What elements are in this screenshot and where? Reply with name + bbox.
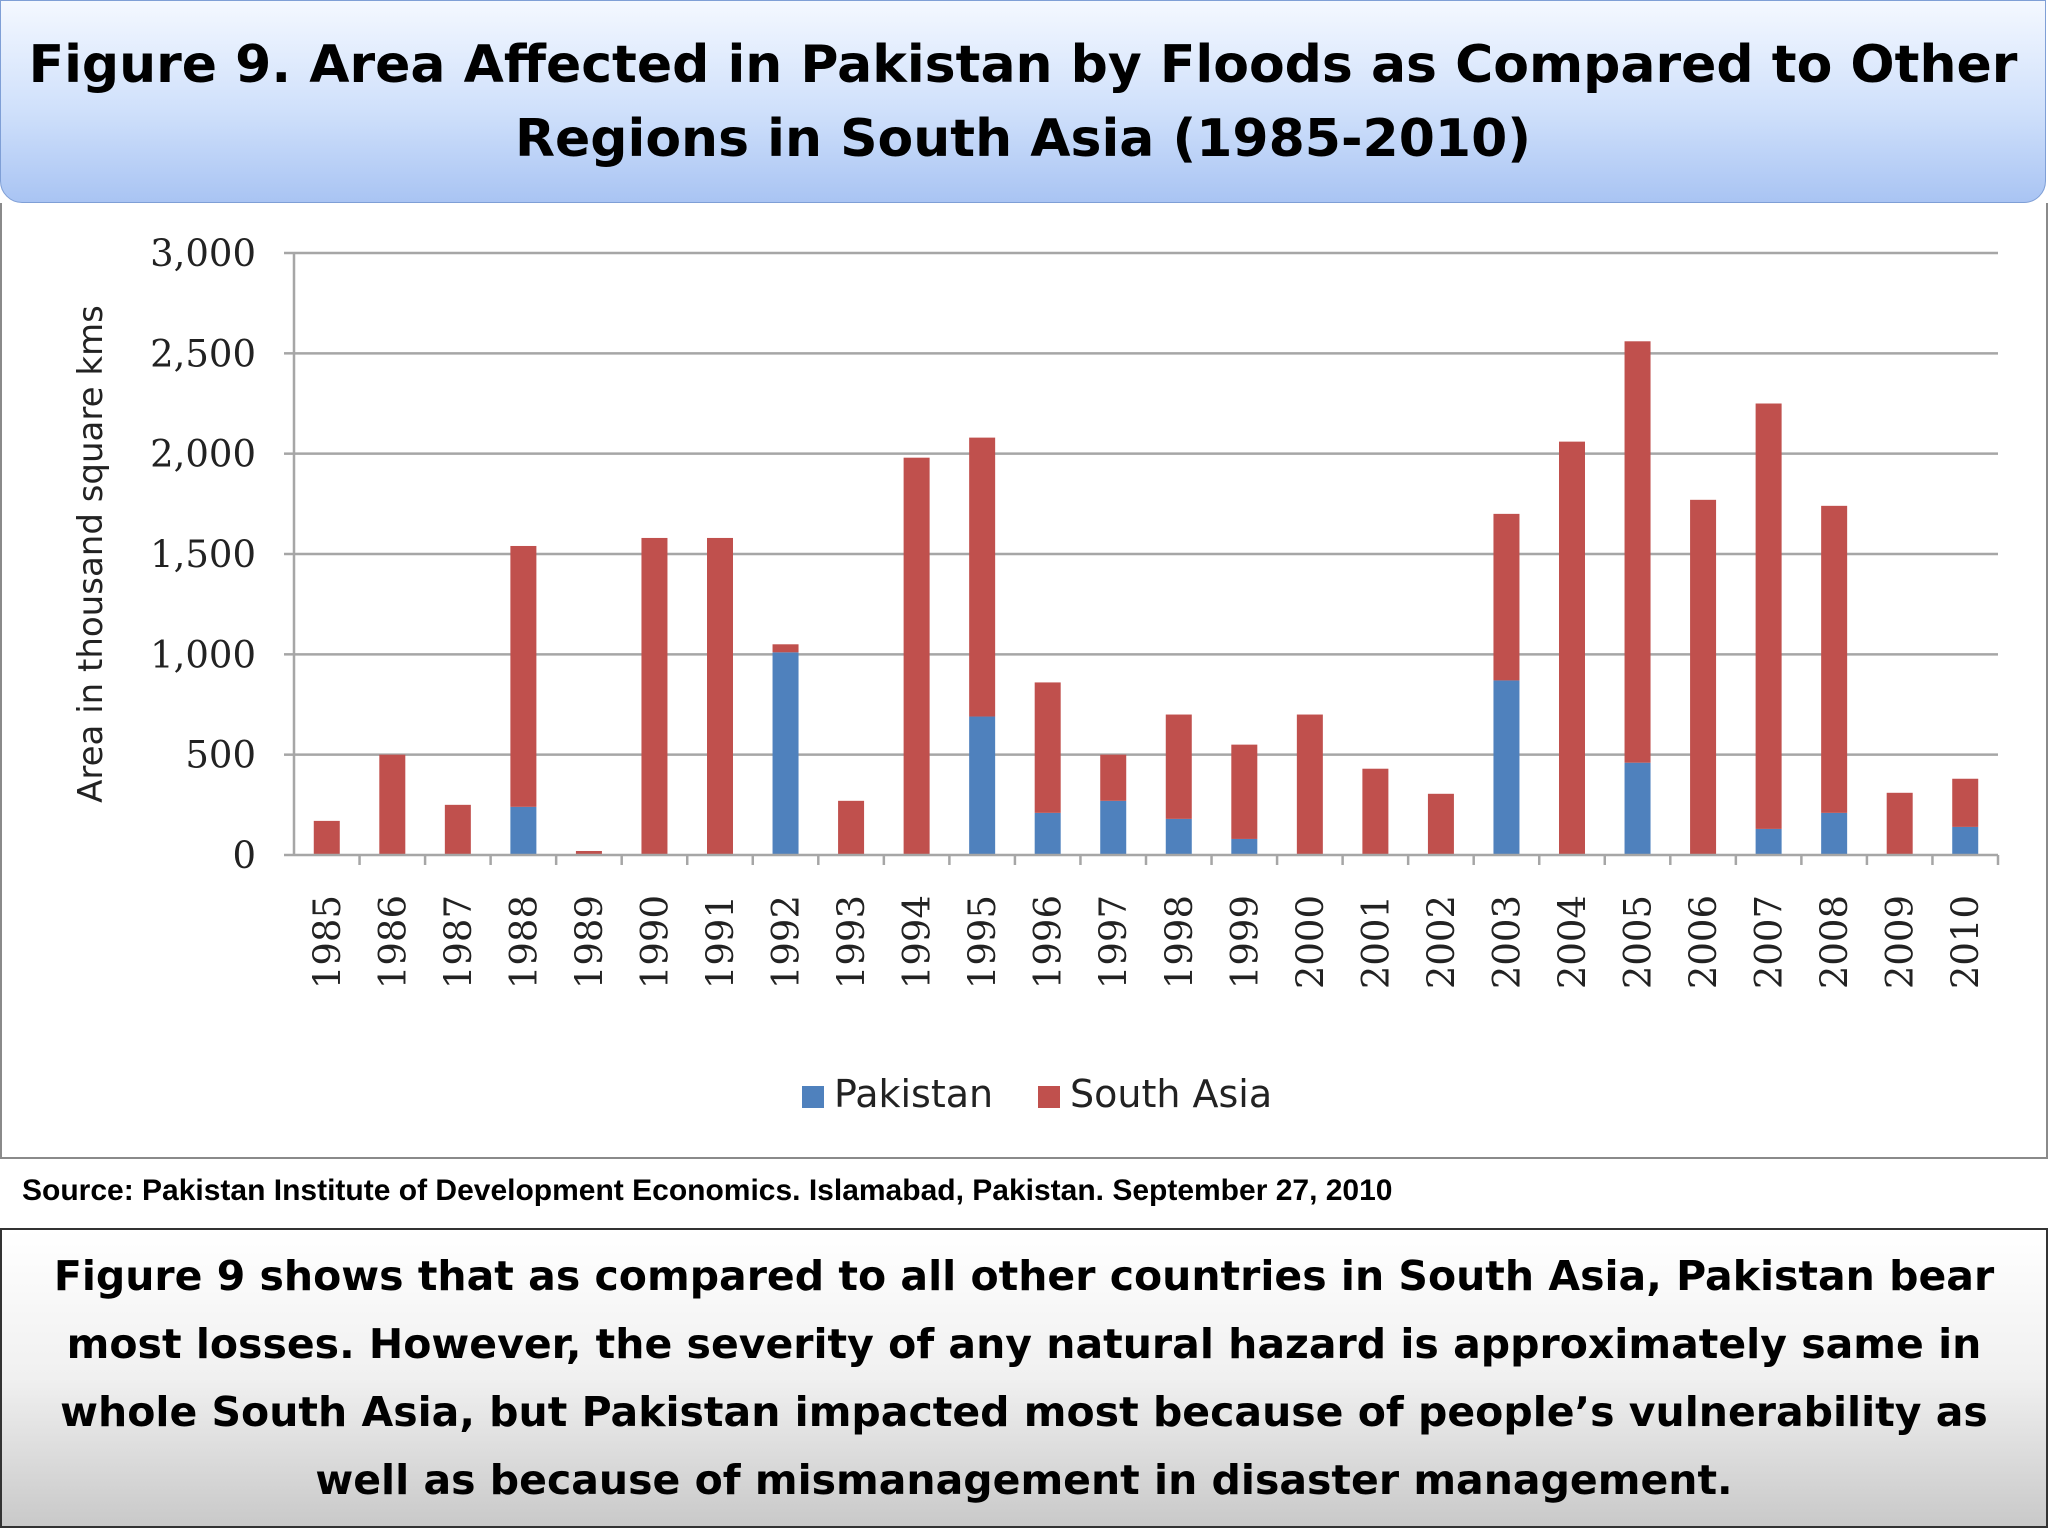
x-tick-label-2003: 2003 [1485,895,1528,989]
bar-pakistan-1992 [772,652,799,855]
legend-swatch-pakistan [802,1086,824,1108]
y-tick-label: 1,500 [150,533,256,576]
x-tick-label-2001: 2001 [1354,895,1397,989]
x-tick-label-1999: 1999 [1223,895,1266,989]
bar-south-asia-2005 [1624,341,1651,763]
x-tick-label-1989: 1989 [568,895,611,989]
bar-south-asia-1990 [641,537,668,855]
x-tick-label-1990: 1990 [633,895,676,989]
x-tick-label-2004: 2004 [1551,895,1594,989]
bar-south-asia-2008 [1821,505,1848,813]
x-tick-label-1988: 1988 [502,895,545,989]
bar-south-asia-2000 [1296,714,1323,855]
bar-south-asia-1986 [379,754,406,855]
bar-south-asia-2001 [1362,768,1389,855]
bar-south-asia-1989 [575,850,602,855]
y-tick-label: 1,000 [150,633,256,676]
bar-south-asia-1995 [969,437,996,717]
bar-south-asia-1996 [1034,682,1061,813]
bar-pakistan-2007 [1755,828,1782,855]
y-tick-label: 2,000 [150,433,256,476]
y-tick-label: 500 [185,734,256,777]
x-tick-label-2000: 2000 [1289,895,1332,989]
bar-pakistan-2005 [1624,762,1651,855]
caption-box: Figure 9 shows that as compared to all o… [0,1228,2048,1528]
x-tick-label-1993: 1993 [830,895,873,989]
x-tick-label-1997: 1997 [1092,895,1135,989]
caption-text: Figure 9 shows that as compared to all o… [53,1252,1995,1504]
x-tick-label-1995: 1995 [961,895,1004,989]
bar-south-asia-1998 [1165,714,1192,819]
bar-south-asia-2002 [1427,793,1454,855]
bar-pakistan-1988 [510,806,537,855]
bar-south-asia-1993 [838,800,865,855]
x-tick-label-1996: 1996 [1027,895,1070,989]
bar-south-asia-1985 [313,820,340,855]
bar-pakistan-1997 [1100,800,1127,855]
source-note: Source: Pakistan Institute of Developmen… [22,1174,1393,1207]
bar-south-asia-2006 [1690,499,1717,855]
x-tick-label-1998: 1998 [1158,895,1201,989]
x-tick-label-1991: 1991 [699,895,742,989]
bar-south-asia-1997 [1100,754,1127,801]
bar-south-asia-2009 [1886,792,1913,855]
legend-label-pakistan: Pakistan [834,1072,993,1116]
bar-south-asia-1988 [510,545,537,807]
bar-south-asia-2004 [1559,441,1585,855]
x-tick-label-2008: 2008 [1813,895,1856,989]
x-tick-label-1987: 1987 [437,895,480,989]
x-tick-label-1985: 1985 [306,895,349,989]
bar-south-asia-1992 [772,644,799,653]
legend-label-south-asia: South Asia [1070,1072,1272,1116]
bar-south-asia-1999 [1231,744,1258,839]
x-tick-label-1986: 1986 [371,895,414,989]
y-axis-title: Area in thousand square kms [71,305,111,803]
x-tick-label-2009: 2009 [1879,895,1922,989]
stacked-bar-chart: 0 500 1,000 1,500 2,000 2,500 3,000 Area in tho… [71,232,2000,1116]
bar-pakistan-1996 [1034,812,1061,855]
x-tick-label-2002: 2002 [1420,895,1463,989]
x-tick-label-2007: 2007 [1748,895,1791,989]
bar-south-asia-2003 [1493,513,1520,681]
legend-swatch-south-asia [1038,1086,1060,1108]
bar-pakistan-2003 [1493,680,1520,855]
bar-pakistan-1998 [1165,818,1192,855]
figure-title-line-2: Regions in South Asia (1985-2010) [514,108,1532,169]
title-banner: Figure 9. Area Affected in Pakistan by F… [0,0,2046,203]
bar-south-asia-2010 [1952,778,1979,827]
bar-pakistan-1999 [1231,838,1258,855]
bar-pakistan-2010 [1952,826,1979,855]
y-tick-label: 2,500 [150,332,256,375]
x-tick-label-1994: 1994 [896,895,939,989]
x-tick-label-2005: 2005 [1617,895,1660,989]
figure-title-line-1: Figure 9. Area Affected in Pakistan by F… [28,34,2018,95]
bar-pakistan-1995 [969,716,996,855]
bar-south-asia-1987 [444,804,471,855]
chart-frame: 0 500 1,000 1,500 2,000 2,500 3,000 Area in tho… [0,203,2048,1159]
y-tick-label: 0 [232,834,256,877]
y-tick-label: 3,000 [150,232,256,275]
bar-south-asia-1991 [707,537,733,855]
bar-pakistan-2008 [1821,812,1848,855]
bar-south-asia-1994 [903,457,930,855]
bar-south-asia-2007 [1755,403,1782,829]
x-tick-label-2006: 2006 [1682,895,1725,989]
x-tick-label-2010: 2010 [1944,895,1987,989]
x-tick-label-1992: 1992 [765,895,808,989]
